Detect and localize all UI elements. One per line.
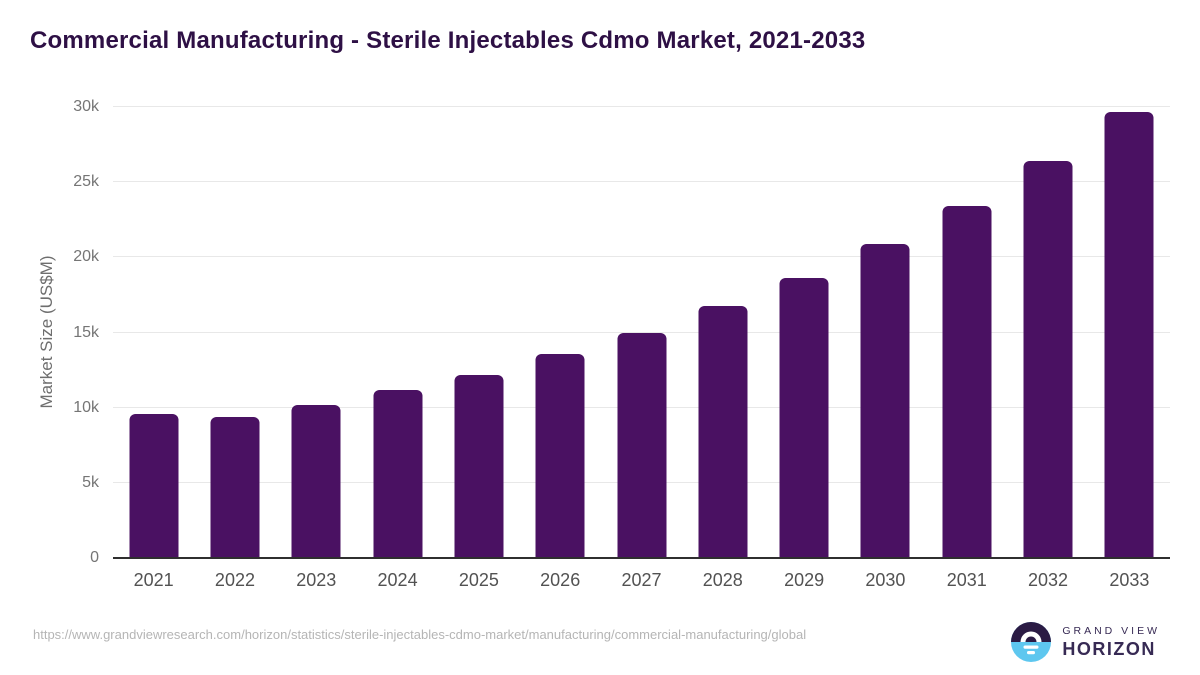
y-tick-label: 25k [73,173,99,191]
x-axis-line [113,557,1170,559]
bar-2023[interactable] [291,404,341,558]
bar-2032[interactable] [1023,161,1073,558]
y-axis-title: Market Size (US$M) [37,255,56,409]
plot-area: 0 5k 10k 15k 20k 25k 30k 2021 2022 2023 2024 2025 20… [73,98,1170,590]
bar-2033[interactable] [1104,111,1154,558]
bar-2028[interactable] [698,306,748,558]
x-tick-label: 2029 [784,570,825,590]
x-tick-label: 2032 [1028,570,1069,590]
x-tick-label: 2027 [621,570,662,590]
gridline [113,106,1170,107]
bar-2029[interactable] [779,278,829,558]
bar-2026[interactable] [535,354,585,558]
bar-2021[interactable] [129,413,179,558]
x-tick-label: 2024 [377,570,418,590]
chart-title: Commercial Manufacturing - Sterile Injec… [30,27,866,54]
bar-2030[interactable] [860,243,910,558]
grandview-horizon-logo: GRAND VIEW HORIZON [1011,622,1160,662]
y-tick-label: 30k [73,98,99,115]
horizon-logo-icon [1011,622,1052,662]
logo-product-name: HORIZON [1062,638,1156,659]
bar-2027[interactable] [617,332,666,558]
x-tick-label: 2025 [458,570,499,590]
gridline [113,181,1170,183]
y-tick-label: 5k [82,473,99,491]
gridline [113,256,1170,258]
source-url: https://www.grandviewresearch.com/horizo… [33,627,807,642]
bar-2025[interactable] [454,374,504,558]
gridline [113,331,1170,333]
logo-text: GRAND VIEW HORIZON [1062,625,1160,660]
y-tick-label: 15k [73,323,99,341]
x-tick-label: 2030 [865,570,906,590]
x-tick-label: 2031 [946,570,987,590]
bar-2024[interactable] [373,390,423,558]
x-tick-label: 2023 [296,570,337,590]
bar-2031[interactable] [942,206,992,558]
logo-brand-name: GRAND VIEW [1062,624,1160,637]
y-tick-label: 10k [73,398,99,416]
x-tick-label: 2022 [214,570,255,590]
x-tick-label: 2033 [1109,570,1150,590]
bar-2022[interactable] [210,417,260,558]
y-tick-label: 20k [73,248,99,266]
x-tick-label: 2028 [702,570,743,590]
x-tick-label: 2026 [540,570,581,590]
y-tick-label: 0 [90,549,99,566]
x-tick-label: 2021 [133,570,174,590]
